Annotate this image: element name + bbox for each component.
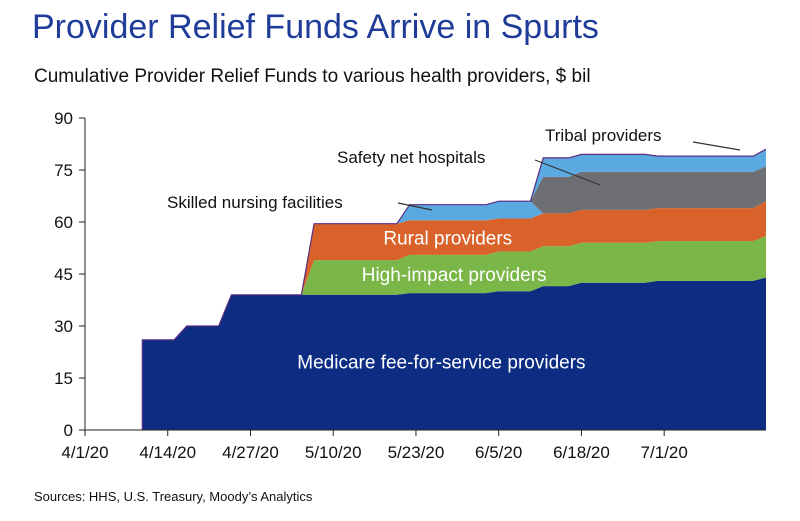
x-tick-label: 4/1/20 <box>61 443 108 462</box>
label-skilled-nursing: Skilled nursing facilities <box>167 193 343 212</box>
label-tribal-leader <box>692 141 741 151</box>
label-safety-net-leader <box>534 159 601 186</box>
x-tick-label: 5/23/20 <box>388 443 445 462</box>
label-safety-net: Safety net hospitals <box>337 148 485 167</box>
chart-subtitle: Cumulative Provider Relief Funds to vari… <box>34 66 591 87</box>
series-labels: Medicare fee-for-service providers High-i… <box>167 126 741 374</box>
area-layer <box>141 148 767 430</box>
x-tick-label: 7/1/20 <box>641 443 688 462</box>
y-tick-label: 15 <box>54 369 73 388</box>
x-tick-label: 4/27/20 <box>222 443 279 462</box>
x-tick-label: 6/5/20 <box>475 443 522 462</box>
label-rural: Rural providers <box>383 229 512 250</box>
y-tick-label: 75 <box>54 161 73 180</box>
y-tick-label: 90 <box>54 109 73 128</box>
area-rural-providers <box>142 201 767 430</box>
source-note: Sources: HHS, U.S. Treasury, Moody’s Ana… <box>34 489 313 504</box>
y-tick-label: 45 <box>54 265 73 284</box>
x-tick-label: 6/18/20 <box>553 443 610 462</box>
label-tribal: Tribal providers <box>545 126 662 145</box>
y-tick-label: 0 <box>64 421 73 440</box>
page-title: Provider Relief Funds Arrive in Spurts <box>32 8 599 46</box>
y-tick-label: 60 <box>54 213 73 232</box>
y-tick-label: 30 <box>54 317 73 336</box>
area-high-impact-providers <box>142 235 767 430</box>
x-tick-label: 5/10/20 <box>305 443 362 462</box>
area-medicare-fee-for-service-providers <box>142 277 767 430</box>
area-safety-net-hospitals <box>142 166 767 430</box>
stack-top-line <box>141 148 767 430</box>
label-high-impact: High-impact providers <box>362 265 547 286</box>
x-tick-label: 4/14/20 <box>139 443 196 462</box>
label-skilled-nursing-leader <box>397 202 433 211</box>
axes-layer: 0 15 30 45 60 75 90 4/1/20 4/14/20 4/27/20 5/10/20… <box>54 109 766 462</box>
label-medicare: Medicare fee-for-service providers <box>297 353 585 374</box>
